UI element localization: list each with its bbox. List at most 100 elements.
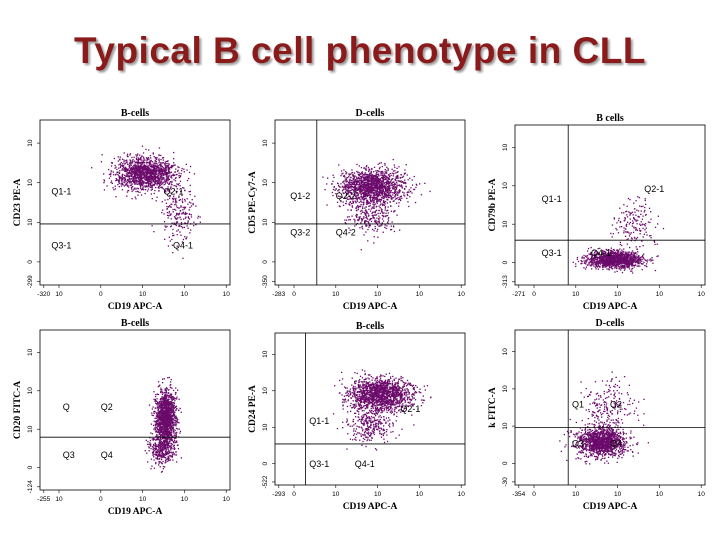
event-dot (587, 250, 589, 252)
event-dot (168, 170, 170, 172)
event-dot (396, 181, 398, 183)
event-dot (639, 260, 641, 262)
event-dot (395, 187, 398, 190)
event-dot (361, 201, 363, 203)
event-dot (147, 182, 150, 184)
event-dot (623, 212, 625, 214)
event-dot (167, 177, 169, 179)
event-dot (363, 167, 365, 169)
event-dot (149, 173, 152, 175)
event-dot (147, 186, 149, 188)
event-dot (339, 205, 341, 208)
event-dot (145, 185, 148, 187)
event-dot (605, 256, 607, 258)
event-dot (341, 196, 343, 198)
event-dot (361, 190, 363, 192)
event-dot (373, 187, 375, 189)
event-dot (596, 262, 598, 264)
event-dot (137, 168, 139, 170)
event-dot (623, 256, 625, 258)
event-dot (385, 188, 387, 190)
event-dot (375, 170, 377, 172)
event-dot (139, 191, 141, 193)
event-dot (618, 268, 620, 270)
event-dot (614, 256, 616, 258)
event-dot (116, 168, 118, 171)
event-dot (377, 181, 379, 183)
event-dot (376, 171, 378, 174)
event-dot (367, 228, 369, 231)
event-dot (166, 178, 168, 180)
event-dot (648, 235, 651, 237)
event-dot (170, 225, 172, 227)
event-dot (190, 202, 192, 204)
event-dot (174, 204, 176, 206)
event-dot (370, 171, 373, 173)
event-dot (336, 201, 339, 203)
event-dot (381, 165, 383, 168)
event-dot (361, 225, 363, 228)
event-dot (155, 168, 157, 170)
x-tick-label: -320 (37, 291, 50, 298)
event-dot (382, 179, 384, 181)
event-dot (335, 193, 337, 195)
event-dot (370, 188, 372, 191)
event-dot (141, 176, 143, 178)
event-dot (391, 172, 393, 174)
x-tick-label: 10 (572, 291, 580, 298)
event-dot (383, 212, 385, 214)
event-dot (352, 186, 354, 189)
event-dot (349, 219, 351, 221)
event-dot (338, 191, 340, 193)
event-dot (150, 177, 152, 179)
event-dot (396, 167, 398, 169)
event-dot (176, 218, 178, 220)
event-dot (133, 180, 135, 182)
event-dot (595, 253, 597, 255)
event-dot (373, 199, 375, 201)
event-dot (404, 172, 406, 174)
event-dot (364, 213, 366, 215)
event-dot (370, 185, 373, 187)
event-dot (623, 261, 625, 263)
event-dot (583, 267, 585, 269)
event-dot (181, 241, 184, 243)
event-dot (157, 178, 159, 180)
event-dot (115, 166, 117, 168)
event-dot (344, 178, 346, 180)
event-dot (383, 204, 386, 206)
event-dot (378, 193, 380, 195)
event-dot (376, 177, 379, 179)
event-dot (350, 193, 353, 195)
event-dot (642, 263, 644, 265)
event-dot (138, 182, 140, 184)
event-dot (585, 266, 588, 268)
event-dot (178, 212, 181, 214)
event-dot (161, 171, 163, 173)
event-dot (353, 172, 356, 174)
event-dot (125, 159, 128, 162)
event-dot (382, 203, 384, 205)
event-dot (633, 255, 636, 257)
event-dot (153, 184, 155, 186)
event-dot (603, 260, 605, 262)
event-dot (390, 229, 392, 231)
event-dot (635, 246, 637, 248)
event-dot (115, 180, 117, 182)
event-dot (172, 211, 174, 213)
event-dot (402, 180, 404, 183)
event-dot (361, 179, 363, 181)
event-dot (369, 205, 371, 207)
event-dot (379, 191, 381, 193)
event-dot (159, 180, 161, 182)
event-dot (158, 185, 160, 187)
event-dot (590, 261, 592, 264)
event-dot (386, 179, 388, 182)
event-dot (598, 256, 600, 258)
event-dot (358, 196, 360, 199)
event-dot (619, 221, 622, 224)
event-dot (364, 179, 366, 181)
event-dot (192, 202, 194, 205)
event-dot (594, 256, 596, 258)
event-dot (169, 173, 171, 175)
